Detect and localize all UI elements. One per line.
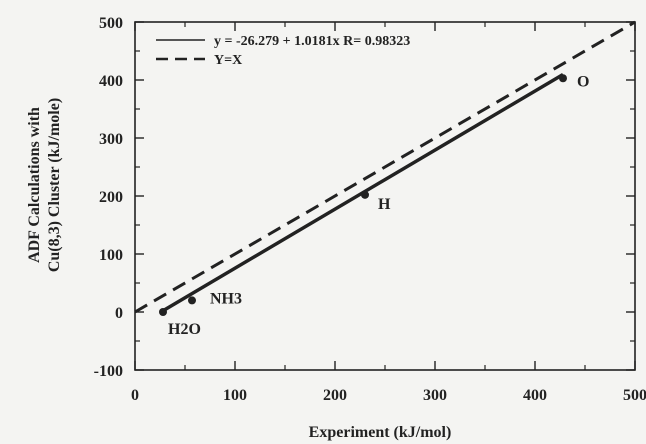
legend-fit-label: y = -26.279 + 1.0181x R= 0.98323 [214, 34, 410, 49]
data-point-h2o [159, 308, 167, 316]
x-tick-label: 500 [623, 387, 646, 404]
point-label-h2o: H2O [168, 321, 201, 338]
legend: y = -26.279 + 1.0181x R= 0.98323 Y=X [156, 34, 410, 68]
x-tick-label: 300 [423, 387, 447, 404]
y-tick-label: -100 [94, 363, 123, 380]
point-label-h: H [378, 196, 391, 213]
y-tick-label: 300 [99, 131, 123, 148]
y-tick-label: 400 [99, 73, 123, 90]
y-tick-label: 100 [99, 247, 123, 264]
x-tick-label: 100 [223, 387, 247, 404]
x-axis-ticks: 0 100 200 300 400 500 [131, 22, 646, 404]
x-tick-label: 200 [323, 387, 347, 404]
point-label-o: O [577, 73, 589, 90]
y-axis-title-line1: ADF Calculations with [26, 107, 43, 263]
x-tick-label: 400 [523, 387, 547, 404]
data-point-o [559, 74, 567, 83]
point-label-nh3: NH3 [210, 290, 242, 307]
y-equals-x-line [134, 20, 636, 314]
legend-yx-label: Y=X [214, 53, 242, 68]
y-axis-ticks: -100 0 100 200 300 400 500 [94, 15, 635, 380]
data-point-h [361, 190, 369, 199]
data-point-nh3 [188, 296, 196, 305]
data-points: H2O NH3 H O [159, 73, 589, 338]
y-tick-label: 0 [115, 305, 123, 322]
x-axis-title: Experiment (kJ/mol) [309, 424, 452, 441]
y-tick-label: 500 [99, 15, 123, 32]
series-lines [134, 20, 636, 314]
x-tick-label: 0 [131, 387, 139, 404]
y-axis-title-line2: Cu(8,3) Cluster (kJ/mole) [46, 98, 63, 272]
y-tick-label: 200 [99, 189, 123, 206]
